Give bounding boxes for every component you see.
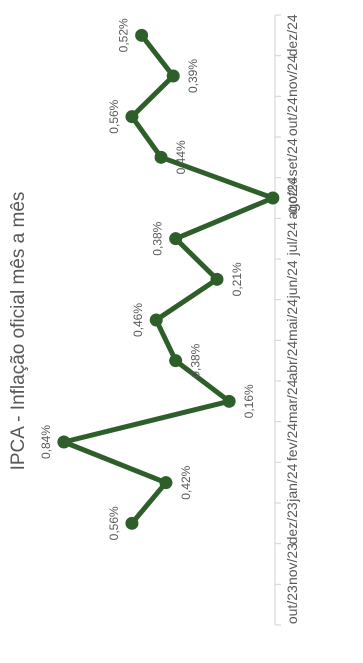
x-tick-label: out/23 bbox=[284, 585, 300, 624]
data-label: 0,46% bbox=[131, 303, 145, 337]
data-point bbox=[169, 232, 183, 246]
x-tick-label: dez/23 bbox=[284, 502, 300, 544]
data-label: 0,39% bbox=[186, 59, 200, 93]
x-tick-label: fev/24 bbox=[284, 423, 300, 461]
data-point bbox=[166, 69, 180, 83]
x-tick-label: mar/24 bbox=[284, 379, 300, 423]
data-point bbox=[222, 394, 236, 408]
x-tick-label: dez/24 bbox=[284, 14, 300, 56]
series-line-group bbox=[57, 28, 280, 530]
data-label: 0,21% bbox=[230, 262, 244, 296]
x-tick-label: jul/24 bbox=[284, 222, 300, 257]
data-label: 0,52% bbox=[117, 18, 131, 52]
data-point bbox=[135, 28, 149, 42]
data-point bbox=[125, 110, 139, 124]
data-point bbox=[169, 354, 183, 368]
data-point bbox=[125, 516, 139, 530]
data-point bbox=[154, 150, 168, 164]
x-tick-label: nov/23 bbox=[284, 543, 300, 585]
data-label: 0,38% bbox=[189, 343, 203, 377]
x-tick-label: ago/24 bbox=[284, 176, 300, 219]
data-label: 0,44% bbox=[174, 140, 188, 174]
data-point bbox=[210, 272, 224, 286]
x-tick-label: jan/24 bbox=[284, 463, 300, 502]
data-label: 0,16% bbox=[242, 384, 256, 418]
data-label: 0,56% bbox=[107, 506, 121, 540]
data-label: 0,56% bbox=[107, 99, 121, 133]
data-label: -0,02% bbox=[286, 179, 300, 217]
x-tick-label: set/24 bbox=[284, 138, 300, 176]
data-point bbox=[57, 435, 71, 449]
x-tick-label: jun/24 bbox=[284, 260, 300, 299]
x-tick-label: mai/24 bbox=[284, 299, 300, 341]
x-tick-label: out/24 bbox=[284, 97, 300, 136]
data-label: 0,42% bbox=[179, 465, 193, 499]
data-label-group: 0,56% 0,42% 0,84% 0,16% 0,38% 0,46% 0,21% 0,38%… bbox=[39, 18, 300, 540]
data-label: 0,84% bbox=[39, 425, 53, 459]
data-point bbox=[149, 313, 163, 327]
data-point bbox=[159, 476, 173, 490]
x-tick-label: abr/24 bbox=[284, 341, 300, 381]
chart-title: IPCA - Inflação oficial mês a mês bbox=[8, 192, 29, 471]
data-label: 0,38% bbox=[151, 221, 165, 255]
data-point bbox=[266, 191, 280, 205]
x-tick-label: nov/24 bbox=[284, 55, 300, 97]
